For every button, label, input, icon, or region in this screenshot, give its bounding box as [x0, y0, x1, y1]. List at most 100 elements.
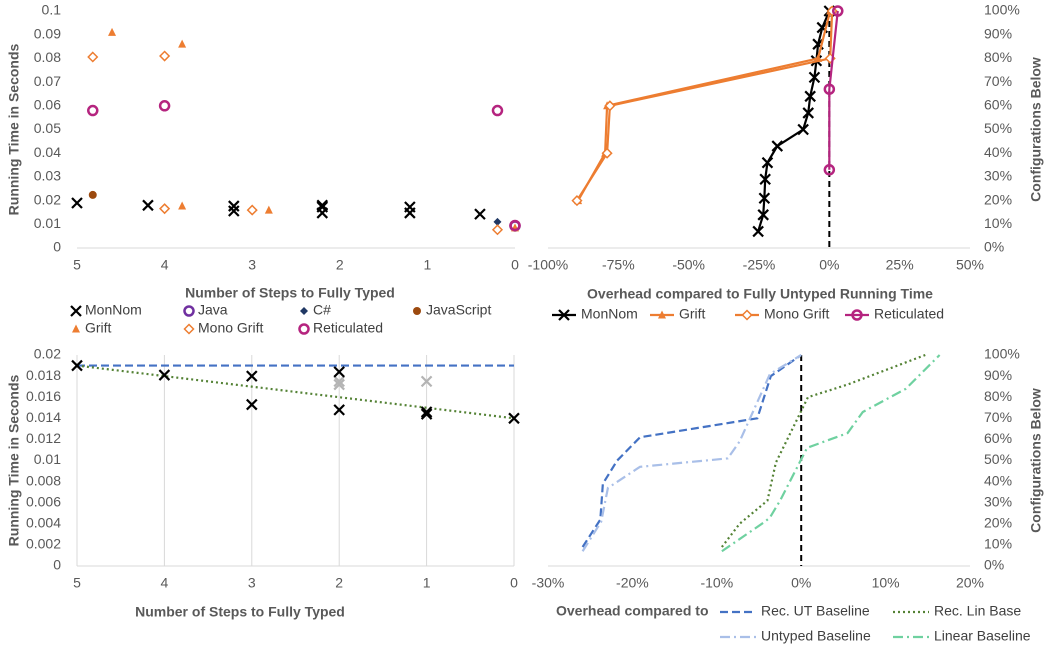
marker — [87, 51, 99, 63]
y-tick-label: 0% — [984, 557, 1004, 573]
legend-label: Grift — [679, 306, 706, 322]
marker — [87, 104, 99, 117]
y-tick-label: 0.004 — [26, 515, 61, 531]
marker — [298, 323, 310, 335]
x-tick-label: 0 — [511, 257, 519, 273]
x-tick-label: 4 — [161, 257, 169, 273]
legend-label: Java — [198, 302, 228, 318]
marker — [159, 203, 171, 215]
marker — [246, 398, 258, 411]
y-tick-label: 0 — [53, 557, 61, 573]
y-tick-label: 0.05 — [34, 120, 61, 136]
x-tick-label: 0% — [791, 575, 811, 591]
marker — [183, 323, 195, 335]
x-tick-label: 50% — [956, 257, 984, 273]
marker — [413, 307, 421, 315]
x-tick-label: 10% — [872, 575, 900, 591]
x-axis-title: Overhead compared to — [556, 603, 709, 619]
y-tick-label: 0.03 — [34, 168, 61, 184]
legend-label: Mono Grift — [198, 320, 263, 336]
x-tick-label: 2 — [335, 575, 343, 591]
y-tick-label: 50% — [984, 120, 1012, 136]
series-line — [577, 10, 832, 202]
marker — [420, 406, 433, 418]
x-tick-label: 2 — [336, 257, 344, 273]
y-tick-label: 10% — [984, 536, 1012, 552]
marker — [108, 27, 117, 36]
marker — [71, 197, 83, 209]
marker — [246, 370, 258, 382]
y-tick-label: 0 — [53, 239, 61, 255]
marker — [604, 100, 616, 112]
marker — [508, 412, 520, 425]
marker — [758, 192, 771, 205]
marker — [601, 147, 613, 159]
x-tick-label: -25% — [743, 257, 776, 273]
legend-label: JavaScript — [426, 302, 491, 318]
y-tick-label: 0.04 — [34, 144, 61, 160]
marker — [88, 190, 97, 199]
legend-label: Linear Baseline — [934, 628, 1031, 644]
marker — [246, 204, 258, 216]
marker — [491, 224, 504, 236]
marker — [183, 305, 195, 317]
marker — [759, 173, 771, 186]
y-tick-label: 0.01 — [34, 451, 61, 467]
legend-label: Reticulated — [313, 320, 383, 336]
marker — [509, 219, 521, 232]
legend-label: Mono Grift — [764, 306, 829, 322]
legend-label: MonNom — [581, 306, 638, 322]
y-tick-label: 0.08 — [34, 49, 61, 65]
y-tick-label: 20% — [984, 515, 1012, 531]
marker — [71, 359, 83, 372]
marker — [741, 309, 753, 321]
marker — [333, 366, 345, 378]
y-tick-label: 0.02 — [34, 346, 61, 362]
marker — [158, 369, 171, 381]
x-tick-label: 0% — [819, 257, 839, 273]
marker — [178, 39, 187, 48]
y-tick-label: 30% — [984, 493, 1012, 509]
marker — [142, 199, 154, 212]
series-line — [828, 10, 839, 170]
series-line — [581, 354, 802, 548]
marker — [420, 375, 433, 388]
y-tick-label: 0.002 — [26, 536, 61, 552]
marker — [832, 5, 844, 17]
y-tick-label: 90% — [984, 25, 1012, 41]
x-tick-label: 20% — [956, 575, 984, 591]
y-axis-title: Configurations Below — [1028, 388, 1044, 533]
y-tick-label: 0.018 — [26, 367, 61, 383]
x-tick-label: -30% — [532, 575, 565, 591]
x-tick-label: 1 — [423, 575, 431, 591]
x-tick-label: 1 — [424, 257, 432, 273]
x-tick-label: 5 — [73, 257, 81, 273]
legend-label: C# — [313, 302, 331, 318]
marker — [333, 375, 345, 388]
marker — [771, 140, 784, 152]
y-tick-label: 80% — [984, 49, 1012, 65]
marker — [823, 164, 836, 176]
x-tick-label: -100% — [528, 257, 568, 273]
marker — [491, 104, 504, 117]
x-tick-label: -75% — [602, 257, 635, 273]
y-tick-label: 20% — [984, 191, 1012, 207]
y-axis-title: Running Time in Seconds — [6, 43, 22, 215]
x-tick-label: 5 — [73, 575, 81, 591]
marker — [571, 195, 583, 207]
y-tick-label: 0.1 — [42, 2, 62, 18]
marker — [558, 309, 570, 321]
marker — [808, 71, 821, 84]
y-tick-label: 0.09 — [34, 25, 61, 41]
marker — [420, 408, 433, 420]
series-line — [76, 364, 515, 420]
x-tick-label: -10% — [700, 575, 733, 591]
y-tick-label: 100% — [984, 346, 1020, 362]
x-tick-label: 3 — [248, 575, 256, 591]
x-tick-label: 25% — [886, 257, 914, 273]
marker — [823, 83, 836, 95]
x-tick-label: -50% — [672, 257, 705, 273]
marker — [300, 307, 308, 315]
x-tick-label: -20% — [616, 575, 649, 591]
x-axis-title: Number of Steps to Fully Typed — [185, 285, 395, 301]
